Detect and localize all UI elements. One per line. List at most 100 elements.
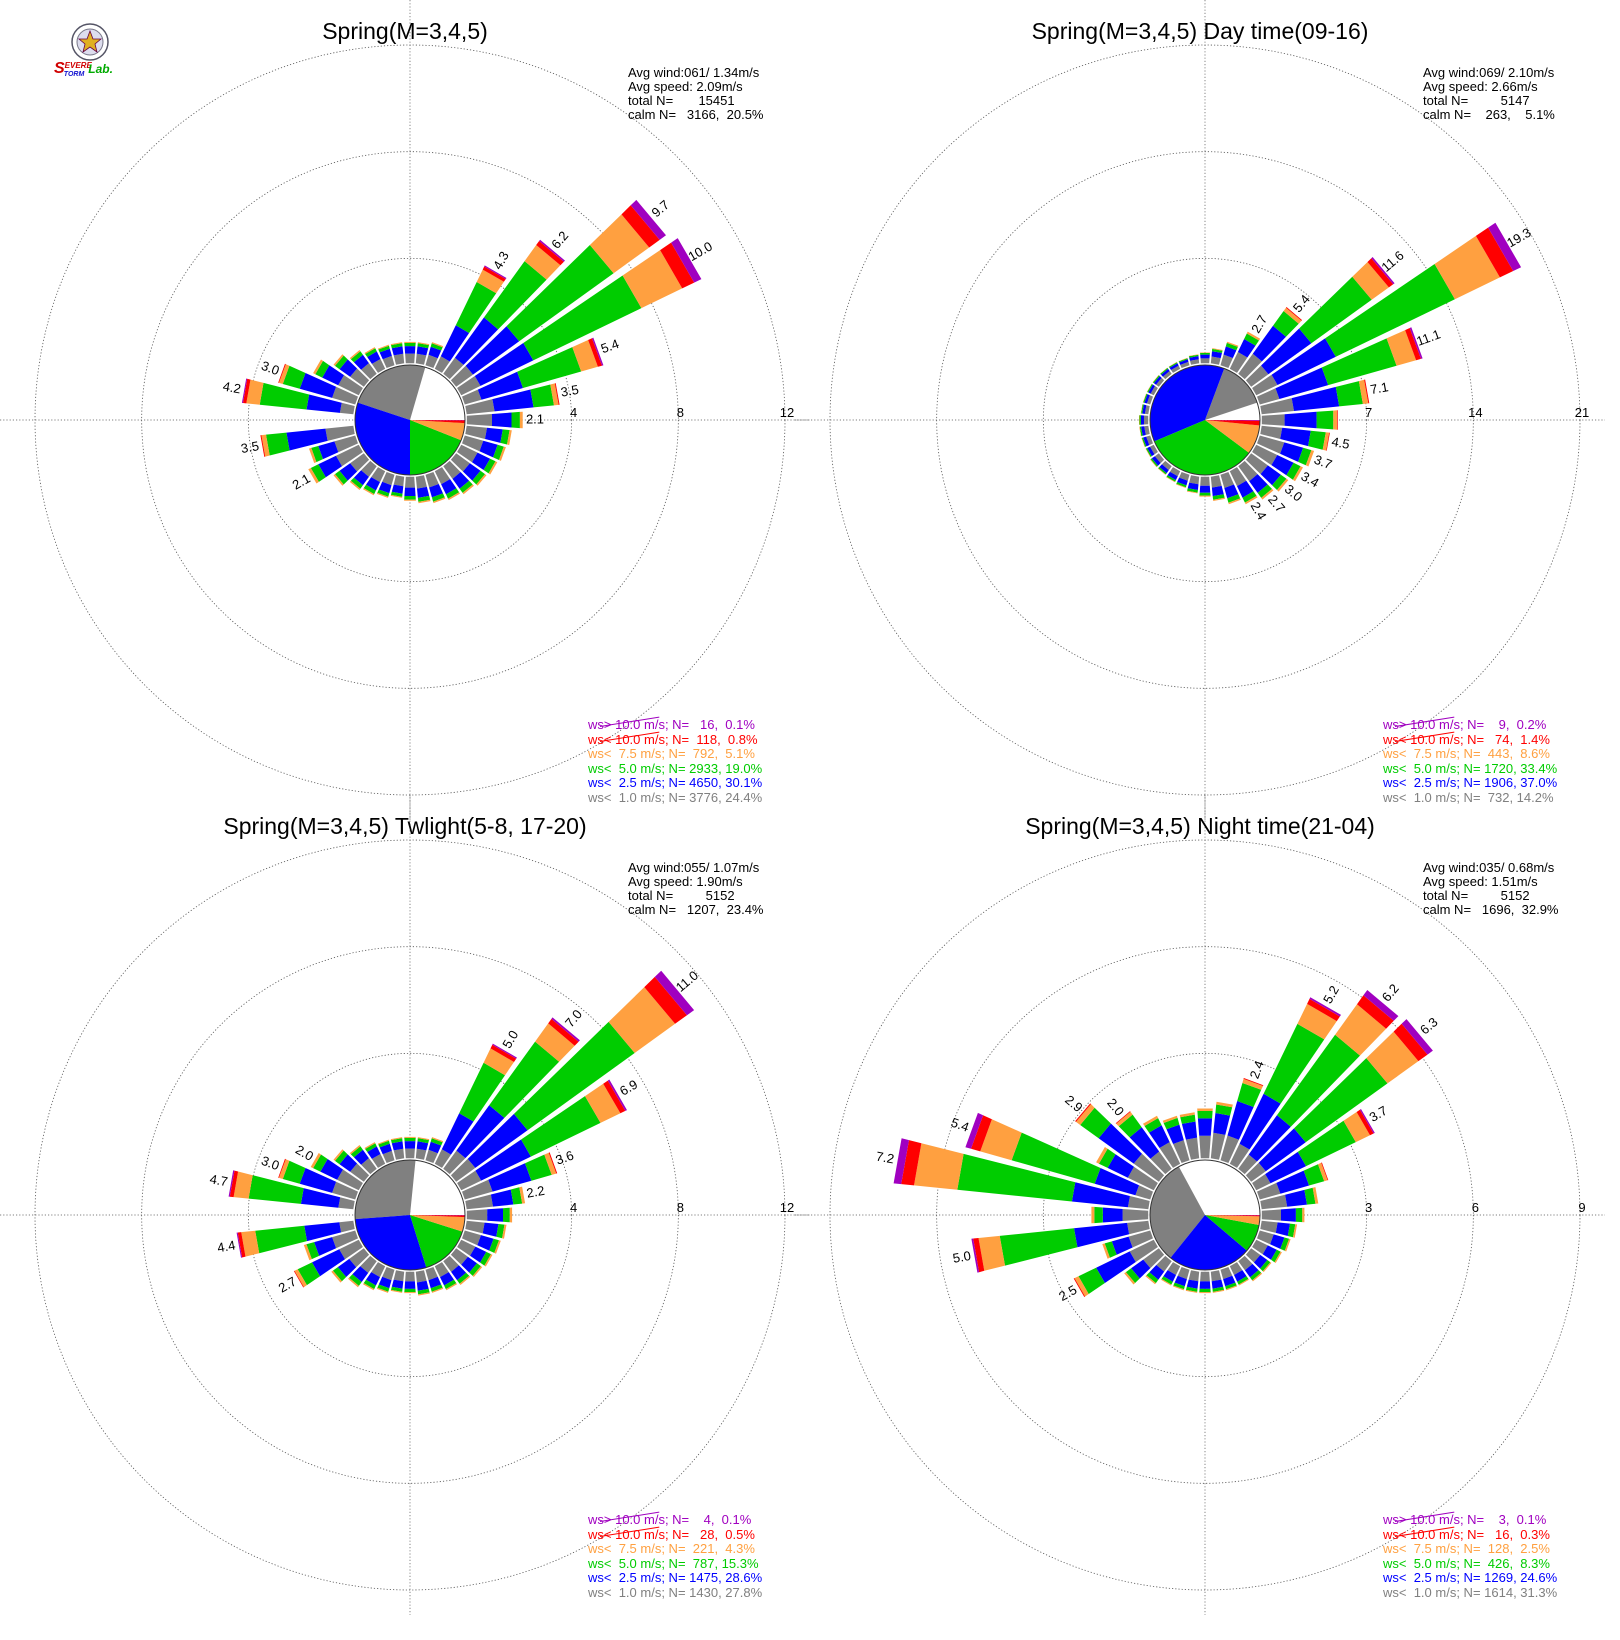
direction-bar	[465, 383, 560, 415]
bar-segment	[1276, 1170, 1310, 1194]
bar-segment	[1212, 348, 1223, 353]
pie-slice	[410, 1160, 465, 1215]
bar-segment	[260, 435, 266, 457]
bar-value-label: 6.9	[617, 1077, 640, 1099]
bar-segment	[314, 1237, 337, 1256]
bar-segment	[1261, 328, 1312, 375]
bar-segment	[353, 1149, 369, 1165]
bar-segment	[1318, 1162, 1328, 1182]
bar-segment	[492, 1043, 517, 1059]
bar-segment	[1210, 356, 1221, 365]
bar-segment	[377, 1139, 389, 1145]
bar-segment	[1148, 384, 1155, 394]
direction-bar	[404, 1271, 416, 1294]
direction-bar	[1260, 379, 1370, 415]
bar-segment	[1124, 1272, 1136, 1285]
bar-segment	[1250, 1270, 1262, 1281]
bar-segment	[472, 452, 491, 470]
bar-segment	[1139, 415, 1140, 425]
bar-segment	[339, 1239, 363, 1260]
bar-segment	[483, 458, 496, 474]
direction-bar	[1252, 1239, 1282, 1263]
bar-segment	[1145, 1275, 1156, 1285]
bar-segment	[1149, 1125, 1170, 1148]
bar-value-label: 6.3	[1417, 1014, 1440, 1037]
legend-entry: ws< 1.0 m/s; N= 732, 14.2%	[1383, 789, 1554, 805]
direction-bar	[1179, 1112, 1200, 1160]
bar-segment	[507, 430, 512, 446]
bar-segment	[1229, 1262, 1243, 1275]
bar-segment	[1176, 483, 1186, 488]
bar-segment	[371, 1262, 386, 1278]
wind-rose-plot: 7 14 212.75.411.619.311.17.14.53.73.43.02.…	[795, 0, 1605, 820]
bar-segment	[404, 496, 416, 500]
bar-segment	[1200, 354, 1210, 359]
direction-bar	[1146, 383, 1158, 396]
bar-segment	[308, 468, 319, 484]
bar-segment	[404, 487, 416, 496]
bar-segment	[425, 354, 438, 368]
direction-bar	[1229, 1262, 1249, 1286]
bar-segment	[1098, 1123, 1142, 1164]
bar-segment	[1139, 415, 1141, 425]
direction-bar	[415, 342, 430, 365]
bar-segment	[1244, 495, 1258, 505]
bar-segment	[459, 1275, 471, 1285]
bar-segment	[1129, 1127, 1160, 1159]
pie-slice	[1150, 1166, 1205, 1258]
direction-bar	[1220, 472, 1241, 505]
bar-segment	[469, 1263, 481, 1276]
bar-segment	[1177, 1267, 1190, 1280]
direction-bar	[348, 1255, 377, 1288]
bar-segment	[514, 1021, 635, 1131]
bar-segment	[525, 1154, 552, 1181]
bar-segment	[333, 1149, 344, 1161]
bar-segment	[306, 394, 342, 413]
bar-segment	[1096, 1147, 1108, 1164]
pie-slice	[1205, 1215, 1260, 1217]
pie-slice	[355, 402, 410, 475]
direction-bar	[1162, 1115, 1190, 1163]
legend: ws> 10.0 m/s; N= 3, 0.1% ws< 10.0 m/s; N=…	[1383, 1511, 1557, 1600]
bar-segment	[466, 414, 492, 426]
bar-segment	[1149, 1265, 1165, 1280]
bar-segment	[1371, 257, 1395, 285]
bar-segment	[1245, 1248, 1261, 1263]
bar-segment	[364, 347, 376, 354]
bar-segment	[1229, 467, 1247, 487]
legend-entry: ws< 10.0 m/s; N= 28, 0.5%	[588, 1526, 755, 1542]
direction-bar	[1245, 257, 1395, 387]
legend-entry: ws< 7.5 m/s; N= 443, 8.6%	[1383, 746, 1550, 761]
pie-slice	[1170, 1215, 1247, 1270]
bar-segment	[466, 1209, 488, 1221]
bar-segment	[1283, 307, 1302, 324]
bar-segment	[1363, 990, 1399, 1021]
bar-segment	[304, 1222, 342, 1242]
bar-value-label: 2.5	[1056, 1282, 1079, 1304]
bar-segment	[462, 1230, 481, 1246]
bar-segment	[1177, 477, 1188, 486]
bar-segment	[1143, 436, 1150, 447]
bar-segment	[433, 497, 446, 504]
ring-label: 12	[780, 405, 794, 420]
bar-segment	[488, 461, 498, 475]
bar-segment	[337, 1169, 363, 1191]
bar-segment	[1078, 1267, 1105, 1294]
bar-segment	[1244, 333, 1259, 346]
bar-segment	[434, 1149, 451, 1168]
bar-segment	[1238, 1154, 1257, 1175]
bar-segment	[548, 1018, 579, 1046]
bar-segment	[377, 1284, 390, 1292]
direction-bar	[415, 1270, 430, 1296]
bar-segment	[1273, 311, 1299, 337]
bar-value-label: 5.4	[949, 1115, 971, 1135]
direction-bar	[333, 354, 370, 387]
bar-segment	[1216, 1101, 1233, 1108]
bar-value-label: 2.1	[290, 471, 313, 493]
stat-line: Avg speed: 1.51m/s	[1423, 874, 1538, 889]
bar-segment	[544, 1152, 557, 1175]
bar-segment	[1304, 1187, 1316, 1205]
bar-segment	[282, 1160, 306, 1184]
bar-segment	[339, 359, 358, 377]
bar-segment	[1303, 1164, 1325, 1186]
